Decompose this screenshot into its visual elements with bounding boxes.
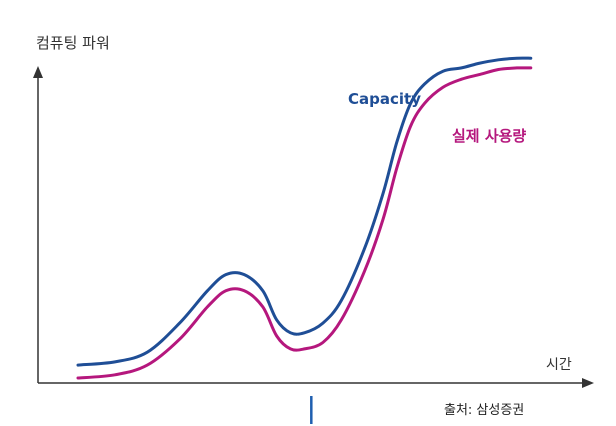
x-axis-label: 시간 <box>546 357 572 373</box>
x-axis-arrow <box>582 378 594 388</box>
series-label-usage: 실제 사용량 <box>452 127 526 145</box>
series-line-capacity <box>76 56 533 367</box>
series-line-usage <box>76 66 533 380</box>
y-axis-arrow <box>33 66 43 78</box>
y-axis-label: 컴퓨팅 파워 <box>36 34 110 52</box>
source-text: 출처: 삼성증권 <box>444 403 524 418</box>
series-label-capacity: Capacity <box>348 90 421 108</box>
